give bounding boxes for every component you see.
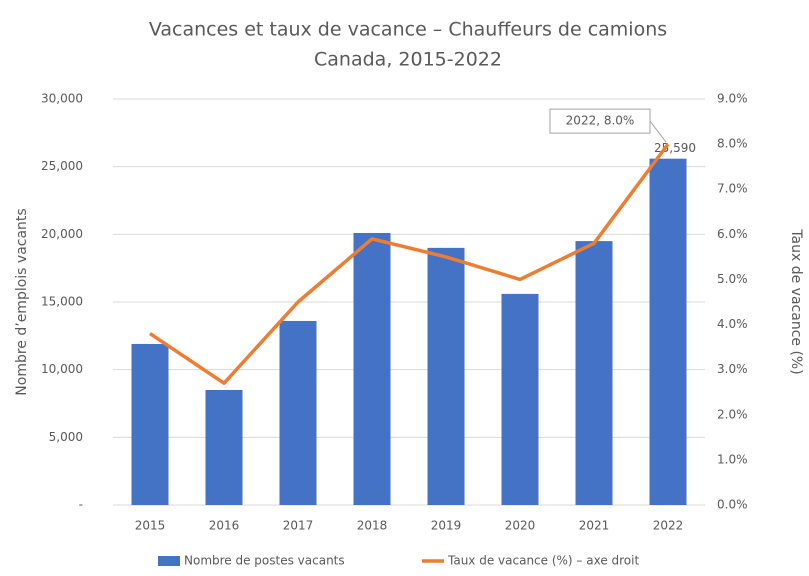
y-tick-label: - — [79, 498, 83, 512]
x-tick-label: 2019 — [431, 519, 462, 533]
y2-tick-label: 2.0% — [717, 407, 748, 421]
legend-label: Nombre de postes vacants — [184, 554, 345, 568]
callout-leader — [649, 120, 667, 143]
x-tick-label: 2017 — [283, 519, 314, 533]
y2-tick-label: 0.0% — [717, 498, 748, 512]
bar — [649, 158, 687, 505]
x-tick-label: 2018 — [357, 519, 388, 533]
y2-tick-label: 4.0% — [717, 317, 748, 331]
x-tick-label: 2020 — [505, 519, 536, 533]
y-tick-label: 30,000 — [41, 92, 83, 106]
y-axis-title: Nombre d’emplois vacants — [14, 208, 30, 395]
bar — [131, 343, 169, 505]
legend-label: Taux de vacance (%) – axe droit — [447, 554, 639, 568]
y-tick-label: 15,000 — [41, 295, 83, 309]
x-tick-label: 2021 — [579, 519, 610, 533]
bar — [427, 247, 465, 505]
legend-swatch — [158, 556, 180, 566]
x-tick-label: 2016 — [209, 519, 240, 533]
y-tick-label: 25,000 — [41, 159, 83, 173]
y2-tick-label: 6.0% — [717, 227, 748, 241]
y2-tick-label: 8.0% — [717, 137, 748, 151]
y2-tick-label: 3.0% — [717, 362, 748, 376]
chart-subtitle: Canada, 2015-2022 — [314, 49, 502, 71]
bar — [205, 389, 243, 505]
y2-tick-label: 7.0% — [717, 182, 748, 196]
bar — [575, 241, 613, 505]
x-tick-label: 2022 — [653, 519, 684, 533]
bar — [279, 320, 317, 505]
x-tick-label: 2015 — [135, 519, 166, 533]
data-label: 2022, 8.0% — [566, 114, 635, 128]
y-tick-label: 20,000 — [41, 227, 83, 241]
y2-axis-title: Taux de vacance (%) — [788, 228, 804, 374]
y2-tick-label: 5.0% — [717, 272, 748, 286]
y2-tick-label: 1.0% — [717, 452, 748, 466]
y-tick-label: 5,000 — [49, 430, 83, 444]
y-tick-label: 10,000 — [41, 362, 83, 376]
bar — [353, 232, 391, 506]
line — [149, 143, 670, 385]
y2-tick-label: 9.0% — [717, 92, 748, 106]
callout-box — [549, 108, 651, 134]
bar — [501, 293, 539, 505]
chart-title: Vacances et taux de vacance – Chauffeurs… — [149, 19, 667, 41]
